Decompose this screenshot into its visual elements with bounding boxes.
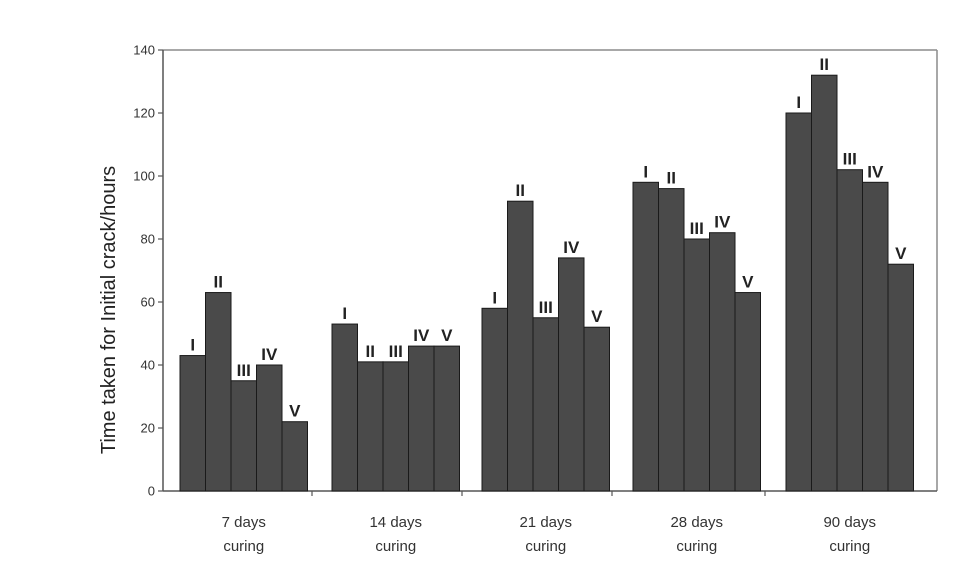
category-label-line2: curing [223,538,264,555]
x-axis: 7 days curing 14 days curing 21 days curing 28… [222,514,876,555]
bar-label: I [492,288,497,307]
y-tick-label: 0 [148,484,155,499]
bar [734,292,761,492]
bar [331,323,358,492]
bar-label: II [516,181,525,200]
y-tick-label: 80 [141,232,155,247]
bar-label: II [214,273,223,292]
bar-label: V [591,307,603,326]
bar [433,345,460,492]
category-label-line2: curing [676,538,717,555]
bar-label: V [742,273,754,292]
bar [281,421,308,492]
bar-label: I [342,304,347,323]
bar [408,345,435,492]
bar-label: III [690,219,704,238]
bar [632,181,659,492]
bar-label: III [389,342,403,361]
bar [205,292,232,492]
bar [230,380,257,492]
bar-label: I [796,93,801,112]
bar [683,238,710,492]
bar-label: IV [413,326,430,345]
y-tick-label: 100 [133,169,155,184]
bar-label: V [895,244,907,263]
bar-label: I [190,336,195,355]
bar [862,181,889,492]
bars [179,74,914,492]
bar [811,74,838,492]
bar [481,307,508,492]
bar [836,169,863,492]
y-tick-label: 60 [141,295,155,310]
bar-label: III [539,298,553,317]
y-axis: 0 20 40 60 80 100 120 140 [133,43,766,499]
bar-label: IV [714,213,731,232]
bar-label: V [441,326,453,345]
bar [256,364,283,492]
bar [532,317,559,492]
y-tick-label: 20 [141,421,155,436]
bar [658,188,685,492]
bar-label: III [237,361,251,380]
bar-label: III [843,150,857,169]
bar-label: II [820,55,829,74]
y-axis-title: Time taken for Initial crack/hours [98,166,120,454]
category-label-line1: 7 days [222,514,266,531]
category-label-line2: curing [375,538,416,555]
bar [179,355,206,492]
bar [887,263,914,492]
bar-label: IV [261,345,278,364]
category-label-line2: curing [525,538,566,555]
category-label-line1: 90 days [823,514,876,531]
category-label-line2: curing [829,538,870,555]
bar [357,361,384,492]
bar-label: I [643,162,648,181]
bar [785,112,812,492]
bar [583,326,610,492]
y-tick-label: 120 [133,106,155,121]
bar [558,257,585,492]
category-label-line1: 28 days [670,514,723,531]
category-label-line1: 14 days [369,514,422,531]
bar [507,200,534,492]
bar-label: IV [563,238,580,257]
bar-label: IV [867,162,884,181]
bar-label: II [667,169,676,188]
category-label-line1: 21 days [519,514,572,531]
y-tick-label: 140 [133,43,155,58]
bar [382,361,409,492]
y-tick-label: 40 [141,358,155,373]
bar-label: II [366,342,375,361]
bar [709,232,736,492]
bar-label: V [289,402,301,421]
